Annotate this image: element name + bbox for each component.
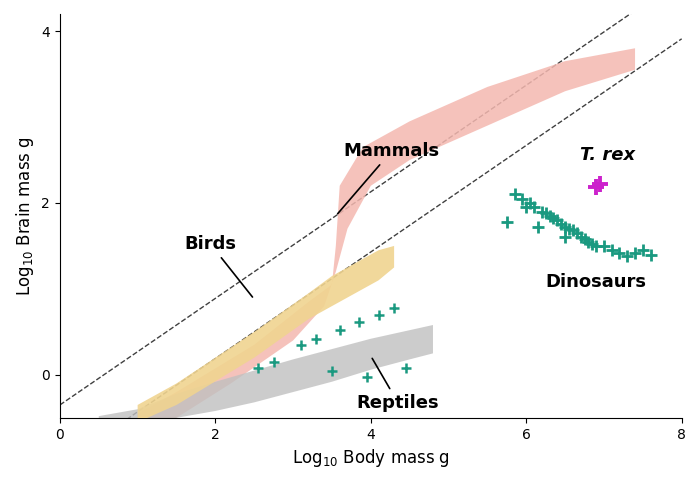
X-axis label: Log$_{10}$ Body mass g: Log$_{10}$ Body mass g: [292, 447, 450, 469]
Polygon shape: [99, 325, 433, 433]
Polygon shape: [138, 246, 394, 422]
Text: Birds: Birds: [184, 235, 253, 297]
Polygon shape: [138, 48, 635, 431]
Text: T. rex: T. rex: [580, 146, 636, 164]
Text: Reptiles: Reptiles: [357, 358, 440, 412]
Y-axis label: Log$_{10}$ Brain mass g: Log$_{10}$ Brain mass g: [14, 136, 36, 296]
Text: Mammals: Mammals: [337, 142, 440, 214]
Text: Dinosaurs: Dinosaurs: [546, 273, 647, 291]
